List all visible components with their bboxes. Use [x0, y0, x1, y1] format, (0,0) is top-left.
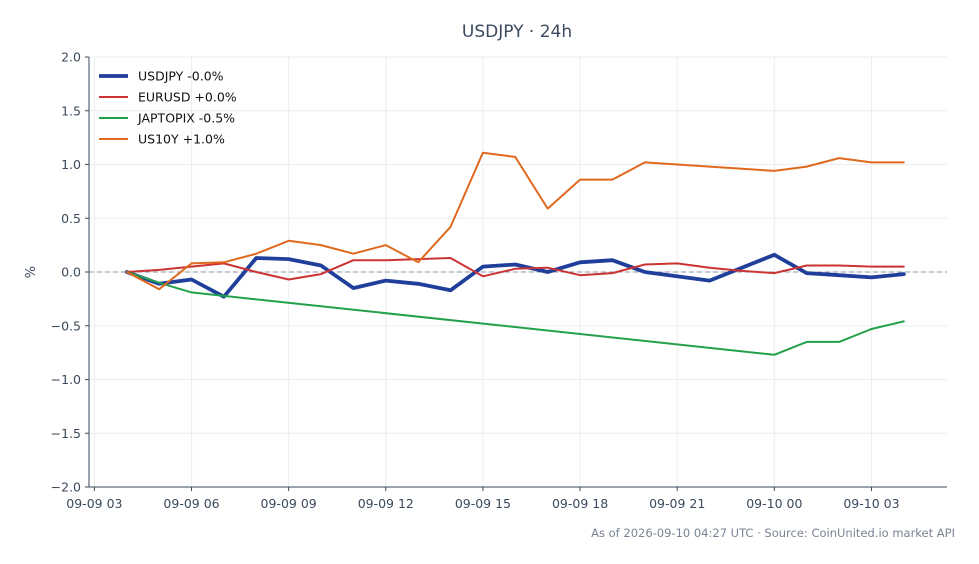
- legend: USDJPY -0.0% EURUSD +0.0% JAPTOPIX -0.5% US…: [99, 69, 237, 147]
- x-tick-label: 09-09 15: [455, 496, 511, 511]
- series-line-2: [125, 257, 905, 281]
- y-tick-label: 1.0: [61, 157, 81, 172]
- x-tick-label: 09-09 03: [66, 496, 122, 511]
- x-tick-label: 09-10 00: [746, 496, 802, 511]
- x-tick-label: 09-09 09: [261, 496, 317, 511]
- x-tick-label: 09-09 21: [649, 496, 705, 511]
- y-tick-label: −0.5: [51, 318, 81, 333]
- footer-note: As of 2026-09-10 04:27 UTC · Source: Coi…: [591, 526, 955, 540]
- legend-label-4: US10Y +1.0%: [138, 132, 225, 147]
- series-line-1: [124, 252, 906, 299]
- series-layer: [124, 151, 906, 356]
- y-tick-label: −1.5: [51, 426, 81, 441]
- y-tick-label: 1.5: [61, 103, 81, 118]
- x-axis-ticks: 09-09 03 09-09 06 09-09 09 09-09 12 09-09 15…: [66, 487, 900, 511]
- y-tick-label: −1.0: [51, 372, 81, 387]
- y-axis-ticks: −2.0 −1.5 −1.0 −0.5 0.0 0.5 1.0 1.5 2.0: [51, 50, 89, 495]
- x-tick-label: 09-09 12: [358, 496, 414, 511]
- y-tick-label: 2.0: [61, 50, 81, 65]
- y-tick-label: −2.0: [51, 480, 81, 495]
- x-tick-label: 09-10 03: [843, 496, 899, 511]
- x-tick-label: 09-09 06: [163, 496, 219, 511]
- x-tick-label: 09-09 18: [552, 496, 608, 511]
- legend-label-2: EURUSD +0.0%: [138, 90, 237, 105]
- legend-label-3: JAPTOPIX -0.5%: [137, 111, 235, 126]
- chart-title: USDJPY · 24h: [462, 22, 572, 42]
- y-axis-label: %: [24, 266, 39, 278]
- series-line-4: [125, 151, 905, 291]
- y-tick-label: 0.0: [61, 265, 81, 280]
- y-tick-label: 0.5: [61, 211, 81, 226]
- series-line-3: [125, 271, 905, 356]
- legend-label-1: USDJPY -0.0%: [138, 69, 224, 84]
